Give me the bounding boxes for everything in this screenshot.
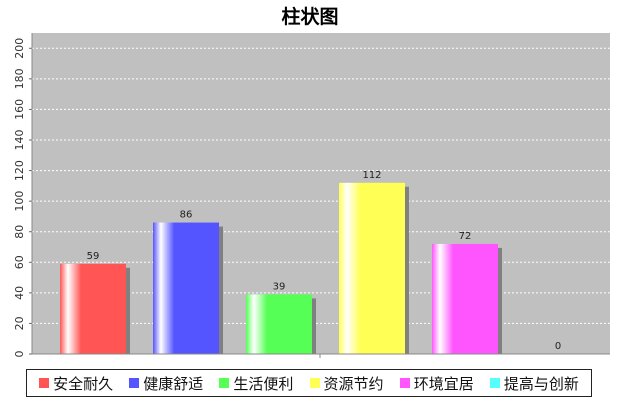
legend-item: 环境宜居: [399, 373, 474, 394]
legend-label: 环境宜居: [413, 374, 474, 393]
legend-item: 提高与创新: [489, 373, 579, 394]
y-tick-label: 40: [13, 286, 26, 300]
bar: [153, 222, 219, 354]
legend-label: 生活便利: [233, 374, 294, 393]
legend-item: 安全耐久: [39, 373, 113, 394]
legend-swatch: [489, 378, 500, 388]
legend-swatch: [399, 378, 410, 388]
y-tick-label: 20: [13, 316, 26, 330]
legend-swatch: [309, 378, 320, 388]
legend-label: 健康舒适: [143, 374, 204, 393]
legend-swatch: [129, 378, 140, 388]
y-tick-label: 120: [13, 160, 26, 181]
chart-legend: 安全耐久 健康舒适 生活便利 资源节约 环境宜居 提高与创新: [26, 369, 592, 397]
y-tick-label: 60: [13, 255, 26, 269]
bar-value-label: 112: [362, 170, 381, 181]
bar-value-label: 39: [273, 281, 286, 292]
legend-item: 生活便利: [219, 373, 293, 394]
y-tick-label: 180: [13, 68, 26, 89]
bar: [60, 263, 126, 354]
y-tick-label: 100: [13, 191, 26, 212]
bar: [246, 294, 312, 354]
bar-value-label: 72: [459, 231, 472, 242]
bar-value-label: 0: [555, 341, 561, 352]
legend-item: 健康舒适: [129, 373, 203, 394]
bar-value-label: 86: [180, 210, 193, 221]
legend-swatch: [219, 378, 230, 388]
legend-swatch: [39, 378, 50, 388]
y-tick-label: 160: [13, 99, 26, 120]
bar: [432, 243, 498, 354]
y-tick-label: 200: [13, 38, 26, 59]
chart-title: 柱状图: [281, 6, 339, 28]
y-tick-label: 80: [13, 225, 26, 239]
legend-label: 资源节约: [323, 374, 384, 393]
legend-label: 安全耐久: [53, 374, 114, 393]
bar: [339, 182, 405, 354]
bar-value-label: 59: [87, 251, 100, 262]
y-tick-label: 140: [13, 130, 26, 151]
y-tick-label: 0: [13, 351, 26, 358]
legend-label: 提高与创新: [503, 374, 579, 393]
legend-item: 资源节约: [309, 373, 384, 394]
